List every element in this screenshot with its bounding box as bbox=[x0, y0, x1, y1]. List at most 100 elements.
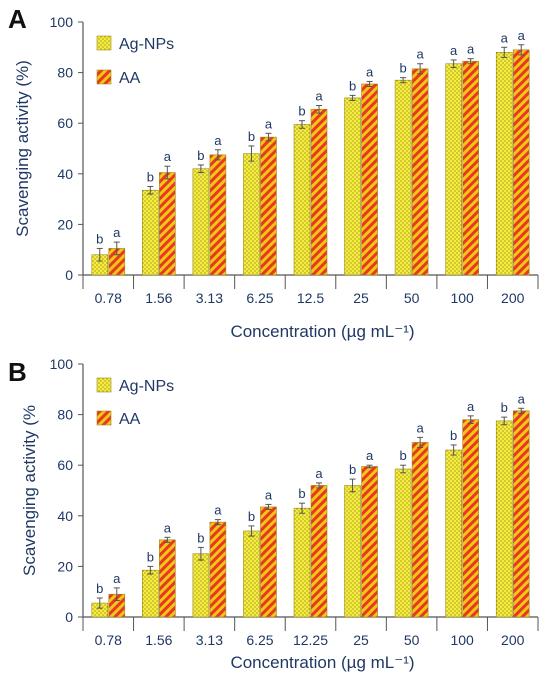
x-axis-title: Concentration (µg mL⁻¹) bbox=[230, 653, 414, 672]
significance-label-ag-nps: b bbox=[349, 462, 356, 477]
significance-label-ag-nps: b bbox=[298, 104, 305, 119]
panel-b: B 0 20 40 60 80 100 0.78 1.56 3.13 6.25 12.25 25 50 10… bbox=[8, 356, 539, 672]
bar-ag-nps bbox=[495, 52, 513, 276]
bar-aa bbox=[260, 506, 277, 618]
significance-label-aa: a bbox=[467, 399, 475, 414]
bar-aa bbox=[411, 442, 429, 618]
significance-label-aa: a bbox=[113, 225, 121, 240]
significance-label-aa: a bbox=[113, 571, 121, 586]
significance-label-aa: a bbox=[518, 28, 526, 43]
x-tick-label: 25 bbox=[353, 290, 369, 306]
legend-swatch-ag-nps bbox=[96, 35, 112, 51]
y-tick-label: 20 bbox=[57, 216, 73, 232]
bar-aa bbox=[512, 49, 530, 276]
x-tick-label: 12.5 bbox=[297, 290, 324, 306]
significance-label-aa: a bbox=[518, 391, 526, 406]
x-axis-title: Concentration (µg mL⁻¹) bbox=[230, 322, 414, 341]
x-tick-label: 50 bbox=[404, 290, 420, 306]
panel-a: A 0 20 40 60 80 100 0.78 1.56 3.13 6.25 12.5 25 50 100… bbox=[8, 4, 539, 341]
significance-label-ag-nps: b bbox=[147, 549, 154, 564]
panel-letter: A bbox=[8, 4, 27, 34]
y-tick-label: 100 bbox=[50, 14, 74, 30]
bar-ag-nps bbox=[394, 79, 412, 276]
significance-label-ag-nps: b bbox=[197, 530, 204, 545]
bar-ag-nps bbox=[243, 153, 260, 276]
bar-aa bbox=[462, 60, 479, 276]
significance-label-aa: a bbox=[265, 116, 273, 131]
significance-label-ag-nps: a bbox=[450, 43, 458, 58]
significance-label-ag-nps: b bbox=[248, 129, 255, 144]
legend-label-aa: AA bbox=[119, 411, 141, 428]
bar-ag-nps bbox=[142, 569, 159, 618]
x-tick-label: 25 bbox=[353, 632, 369, 648]
y-tick-label: 60 bbox=[57, 115, 73, 131]
bar-aa bbox=[310, 485, 328, 618]
x-tick-label: 6.25 bbox=[246, 632, 273, 648]
y-axis-title: Scavenging activity (%) bbox=[13, 60, 32, 237]
bar-ag-nps bbox=[445, 63, 462, 276]
significance-label-aa: a bbox=[366, 64, 374, 79]
significance-label-aa: a bbox=[366, 448, 374, 463]
bar-aa bbox=[361, 83, 378, 276]
bar-ag-nps bbox=[344, 97, 361, 276]
bar-aa bbox=[512, 410, 530, 618]
significance-label-ag-nps: b bbox=[248, 509, 255, 524]
bar-aa bbox=[361, 466, 378, 618]
bar-aa bbox=[411, 68, 429, 276]
x-tick-label: 100 bbox=[450, 632, 474, 648]
significance-label-ag-nps: b bbox=[298, 486, 305, 501]
bar-ag-nps bbox=[192, 553, 210, 618]
bar-ag-nps bbox=[344, 485, 361, 618]
y-tick-label: 60 bbox=[57, 457, 73, 473]
y-tick-label: 40 bbox=[57, 166, 73, 182]
bar-ag-nps bbox=[243, 530, 260, 618]
bar-ag-nps bbox=[192, 168, 210, 276]
x-tick-label: 0.78 bbox=[95, 290, 122, 306]
significance-label-aa: a bbox=[214, 503, 222, 518]
y-tick-label: 80 bbox=[57, 407, 73, 423]
panel-letter: B bbox=[8, 357, 27, 387]
bar-ag-nps bbox=[445, 449, 462, 618]
x-tick-label: 200 bbox=[501, 290, 525, 306]
significance-label-ag-nps: b bbox=[147, 169, 154, 184]
significance-label-ag-nps: b bbox=[96, 231, 103, 246]
y-tick-label: 20 bbox=[57, 558, 73, 574]
legend-swatch-aa bbox=[96, 410, 112, 426]
significance-label-ag-nps: b bbox=[399, 61, 406, 76]
bar-aa bbox=[159, 172, 176, 276]
x-tick-label: 50 bbox=[404, 632, 420, 648]
significance-label-ag-nps: b bbox=[96, 581, 103, 596]
bar-ag-nps bbox=[394, 468, 412, 618]
significance-label-aa: a bbox=[315, 88, 323, 103]
y-tick-label: 0 bbox=[65, 267, 73, 283]
bar-aa bbox=[310, 108, 328, 276]
bar-aa bbox=[260, 136, 277, 276]
x-tick-label: 0.78 bbox=[95, 632, 122, 648]
legend-label-aa: AA bbox=[119, 70, 141, 87]
x-tick-label: 3.13 bbox=[196, 632, 223, 648]
significance-label-ag-nps: b bbox=[501, 400, 508, 415]
bar-aa bbox=[462, 419, 479, 618]
significance-label-aa: a bbox=[214, 133, 222, 148]
legend-label-ag-nps: Ag-NPs bbox=[119, 378, 174, 395]
y-tick-label: 100 bbox=[50, 356, 74, 372]
significance-label-aa: a bbox=[467, 42, 475, 57]
legend-swatch-ag-nps bbox=[96, 377, 112, 393]
significance-label-ag-nps: b bbox=[197, 148, 204, 163]
significance-label-ag-nps: b bbox=[450, 428, 457, 443]
significance-label-ag-nps: b bbox=[399, 448, 406, 463]
bar-ag-nps bbox=[293, 507, 311, 618]
x-tick-label: 1.56 bbox=[145, 632, 172, 648]
significance-label-aa: a bbox=[416, 47, 424, 62]
bar-ag-nps bbox=[293, 124, 311, 276]
significance-label-ag-nps: a bbox=[501, 30, 509, 45]
y-tick-label: 80 bbox=[57, 65, 73, 81]
x-tick-label: 1.56 bbox=[145, 290, 172, 306]
significance-label-ag-nps: b bbox=[349, 78, 356, 93]
legend-label-ag-nps: Ag-NPs bbox=[119, 36, 174, 53]
significance-label-aa: a bbox=[164, 149, 172, 164]
y-axis-title: Scavenging activity (% bbox=[20, 405, 39, 576]
significance-label-aa: a bbox=[265, 487, 273, 502]
x-tick-label: 200 bbox=[501, 632, 525, 648]
